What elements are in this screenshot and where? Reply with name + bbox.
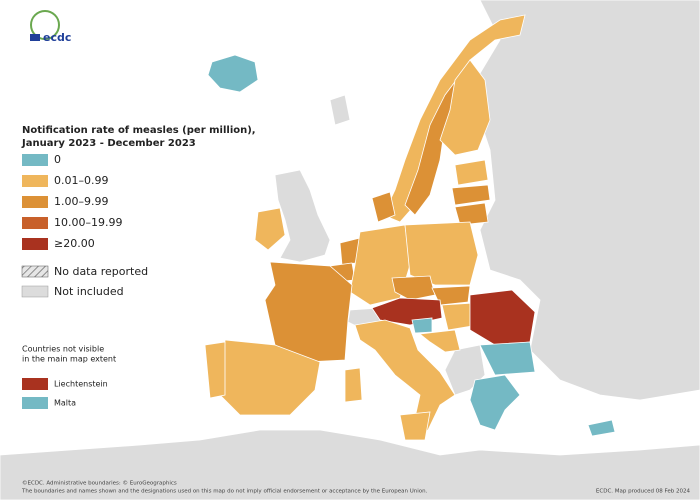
legend-label: ≥20.00 [54,237,95,250]
not-included-label: Not included [54,285,124,298]
legend-label: 0.01–0.99 [54,174,108,187]
no-data-label: No data reported [54,265,148,278]
footer-text: The boundaries and names shown and the d… [21,489,428,495]
country [207,54,259,93]
logo: ecdc [30,10,71,44]
country [344,367,363,403]
legend: Notification rate of measles (per millio… [21,125,256,409]
legend-subtitle: January 2023 - December 2023 [21,138,196,149]
legend-label: 0 [54,153,61,166]
country [399,411,431,441]
country [454,202,489,226]
footer-credit: ECDC. Map produced 08 Feb 2024 [596,489,691,495]
inset-label: Malta [54,399,76,408]
country [469,289,536,346]
inset-label: Liechtenstein [54,380,108,389]
legend-label: 1.00–9.99 [54,195,108,208]
country [219,339,321,416]
legend-label: 10.00–19.99 [54,216,122,229]
logo-text: ecdc [43,31,71,44]
country [454,159,489,186]
not-included-swatch [21,285,49,298]
legend-swatch [22,196,48,208]
country [391,275,436,301]
country [439,59,491,156]
country [254,207,286,251]
country [204,341,226,399]
inset-title: in the main map extent [22,355,116,364]
country [371,297,443,326]
legend-swatch [22,175,48,187]
inset-title: Countries not visible [22,345,104,354]
country [587,419,616,437]
country [431,285,471,306]
country [354,319,456,441]
legend-swatch [22,217,48,229]
legend-swatch [22,154,48,166]
legend-title: Notification rate of measles (per millio… [22,125,256,136]
footer-text: ©ECDC. Administrative boundaries: © Euro… [22,480,177,487]
country [469,374,521,431]
inset-swatch [22,397,48,409]
country [404,221,479,286]
inset-swatch [22,378,48,390]
legend-swatch [22,238,48,250]
country [411,317,433,334]
country [479,341,536,376]
country [418,329,461,353]
country [371,191,396,223]
country [451,184,491,206]
no-data-swatch [21,265,49,278]
country [264,261,353,363]
countries [204,14,616,441]
